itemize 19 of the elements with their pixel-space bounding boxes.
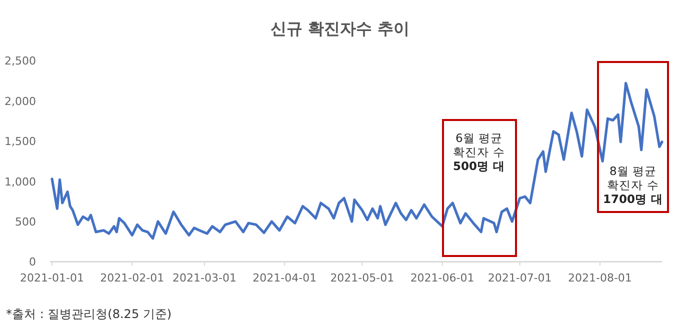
x-tick-label: 2021-06-01 — [410, 272, 474, 285]
line-series — [50, 82, 664, 240]
x-tick-label: 2021-05-01 — [330, 272, 394, 285]
annotation: 8월 평균 확진자 수 1700명 대 — [602, 164, 664, 206]
chart-title: 신규 확진자수 추이 — [270, 19, 410, 38]
y-tick-label: 2,500 — [4, 54, 36, 68]
x-tick-label: 2021-01-01 — [20, 272, 84, 285]
annotation: 6월 평균 확진자 수 500명 대 — [452, 131, 506, 173]
x-tick-label: 2021-07-01 — [488, 272, 552, 285]
text: *출처 : 질병관리청(8.25 기준) — [6, 307, 172, 321]
y-tick-label: 0 — [29, 256, 36, 269]
x-tick-label: 2021-02-01 — [100, 272, 164, 285]
x-tick-label: 2021-03-01 — [172, 272, 236, 285]
y-tick-label: 1,000 — [4, 175, 36, 188]
x-tick-label: 2021-04-01 — [252, 272, 317, 285]
y-tick-label: 500 — [15, 216, 36, 228]
x-tick-label: 2021-08-01 — [568, 272, 632, 285]
y-tick-label: 1,500 — [4, 135, 36, 148]
y-tick-label: 2,000 — [4, 94, 36, 108]
